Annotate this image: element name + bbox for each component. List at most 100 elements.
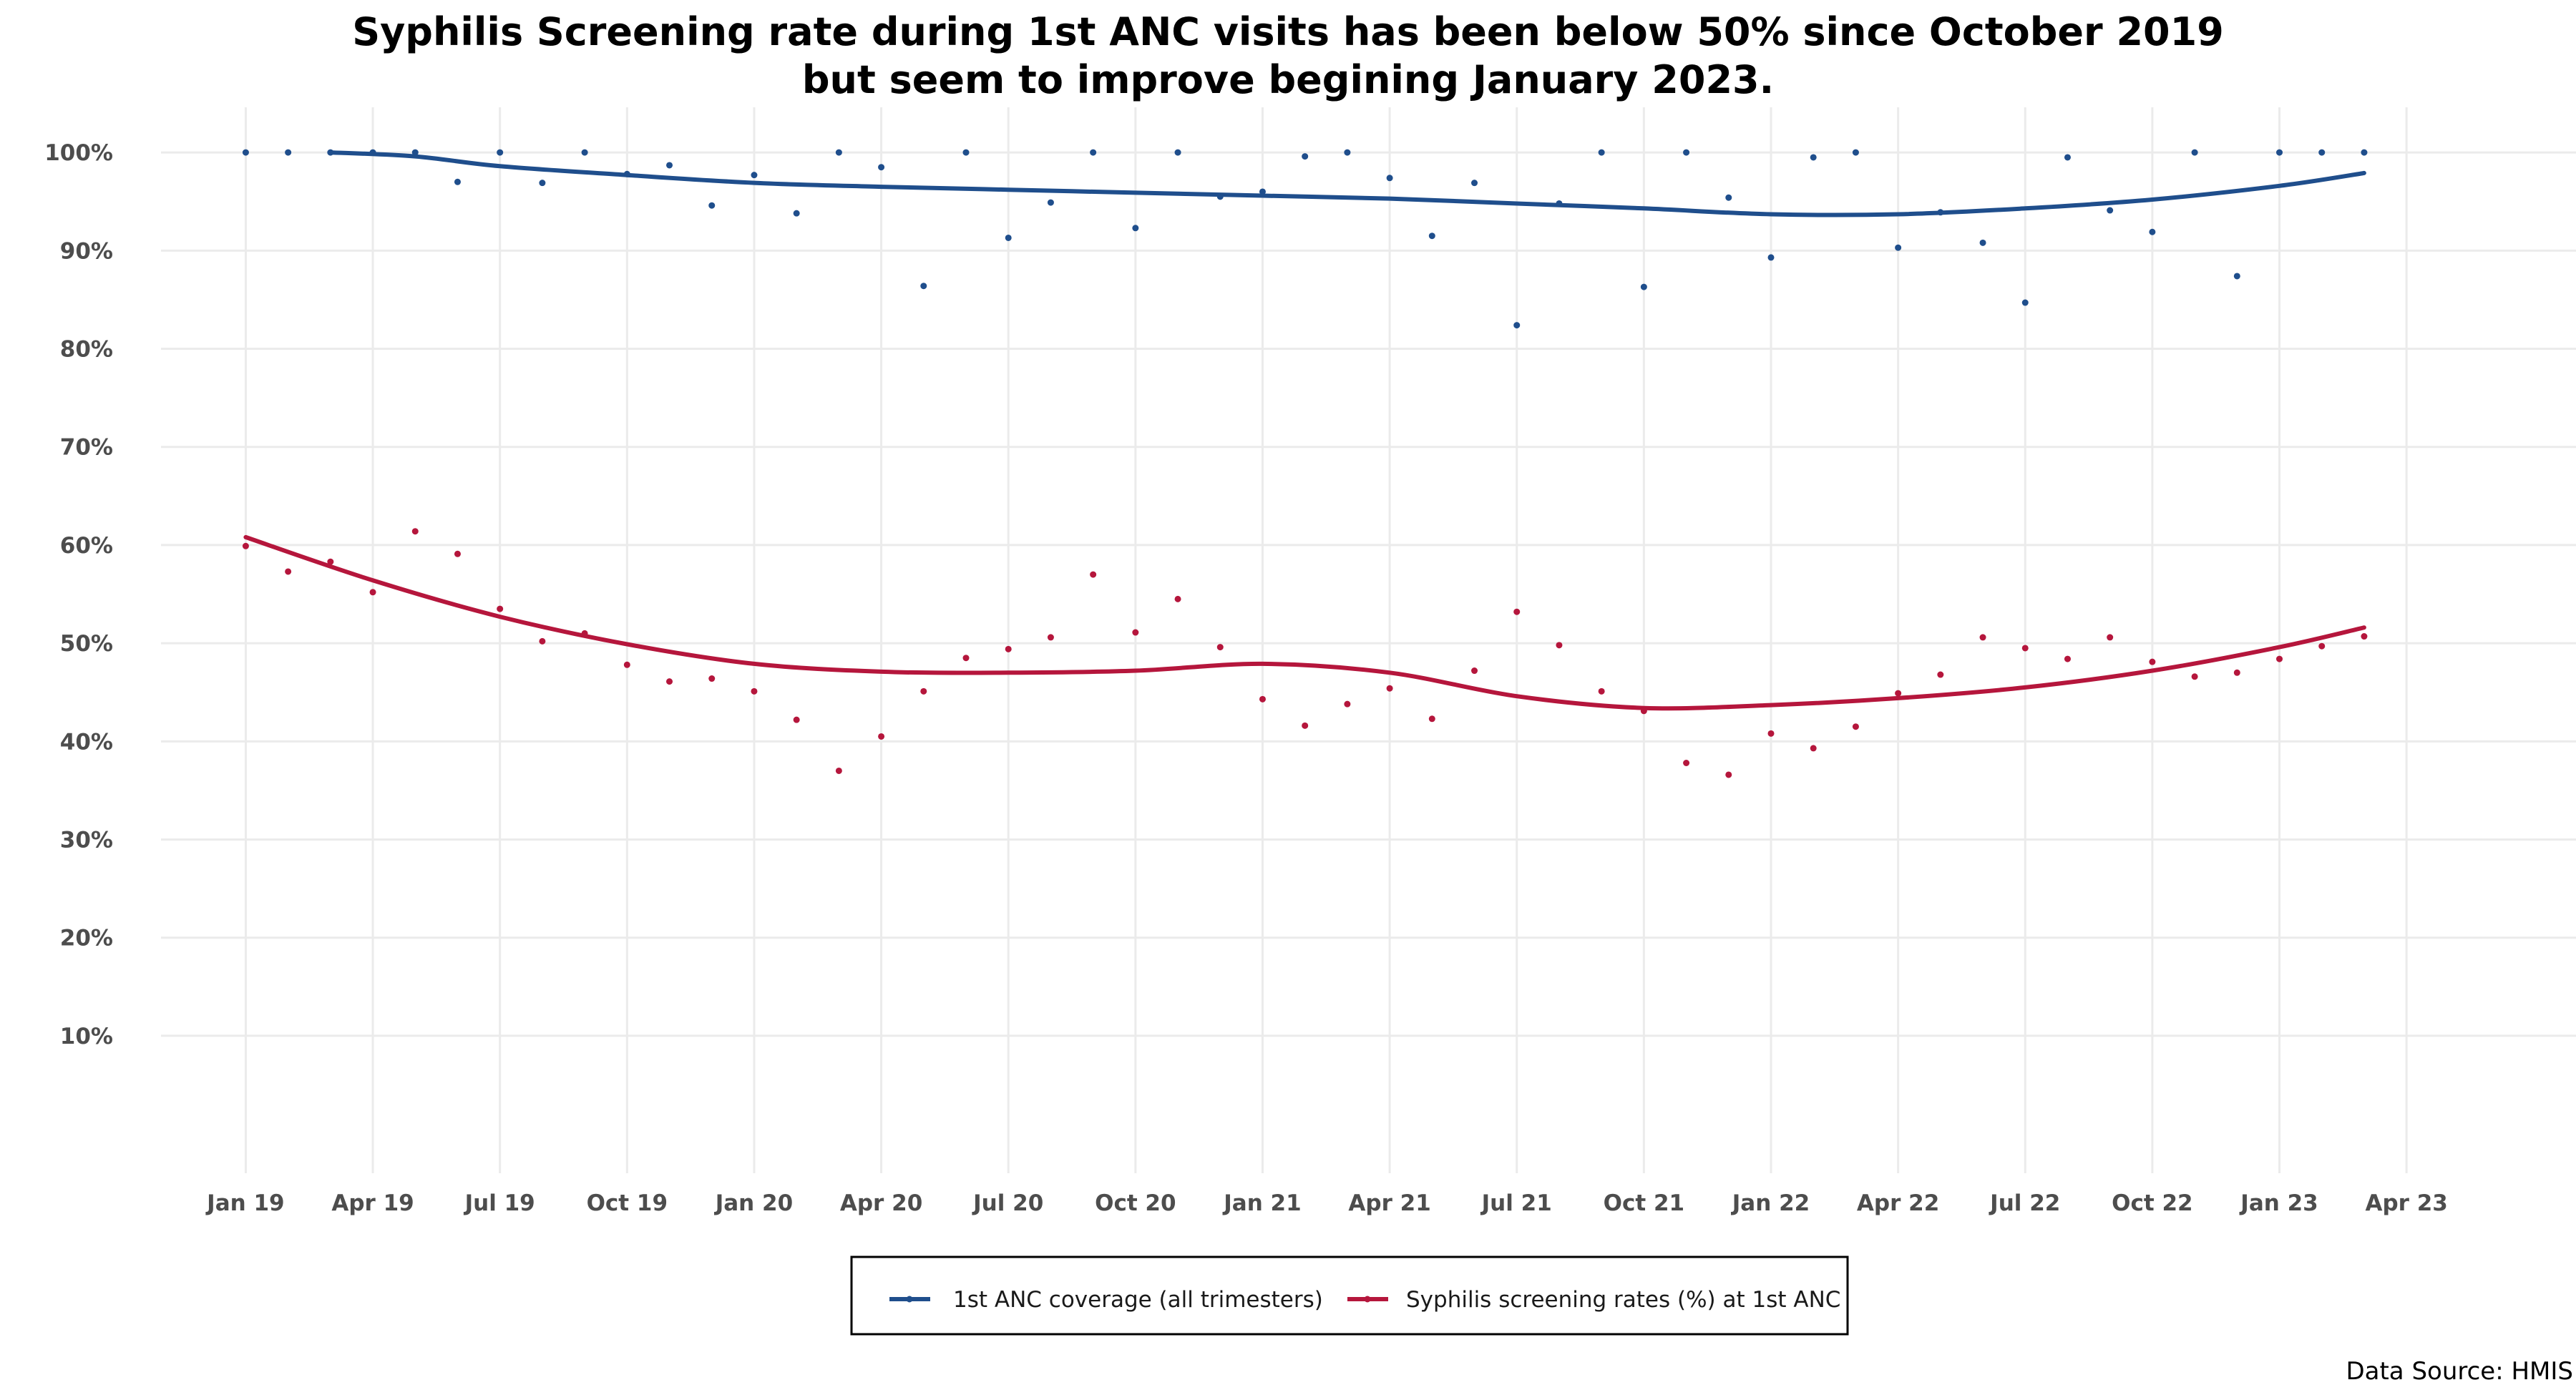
y-tick-label: 20% — [60, 926, 113, 951]
data-point-anc-coverage — [878, 164, 885, 171]
data-point-syphilis-screening — [1471, 667, 1478, 675]
data-point-syphilis-screening — [1979, 634, 1986, 641]
data-point-anc-coverage — [454, 178, 461, 185]
series-anc-coverage — [242, 149, 2368, 329]
data-point-syphilis-screening — [242, 542, 249, 549]
data-point-anc-coverage — [369, 149, 376, 156]
trend-line-syphilis-screening — [243, 534, 2366, 711]
data-point-syphilis-screening — [793, 716, 800, 723]
data-point-syphilis-screening — [1767, 730, 1775, 737]
x-tick-label: Jan 21 — [1222, 1190, 1301, 1216]
x-tick-label: Jan 23 — [2239, 1190, 2318, 1216]
gridlines — [161, 107, 2576, 1173]
data-point-anc-coverage — [1937, 209, 1944, 216]
legend: 1st ANC coverage (all trimesters) Syphil… — [850, 1256, 1849, 1336]
data-point-anc-coverage — [1302, 153, 1309, 160]
data-point-anc-coverage — [1344, 149, 1351, 156]
data-point-anc-coverage — [242, 149, 249, 156]
legend-label-syphilis-screening: Syphilis screening rates (%) at 1st ANC — [1406, 1287, 1840, 1313]
data-point-syphilis-screening — [920, 687, 927, 695]
data-point-anc-coverage — [285, 149, 292, 156]
data-point-anc-coverage — [1259, 188, 1266, 195]
data-point-anc-coverage — [2233, 273, 2240, 280]
data-point-anc-coverage — [1047, 199, 1054, 206]
data-point-syphilis-screening — [666, 678, 673, 685]
data-point-anc-coverage — [623, 170, 630, 177]
data-point-anc-coverage — [1767, 254, 1775, 261]
data-point-syphilis-screening — [369, 589, 376, 596]
data-point-syphilis-screening — [1513, 608, 1521, 615]
data-point-syphilis-screening — [2318, 642, 2326, 650]
data-point-syphilis-screening — [497, 605, 504, 612]
data-point-syphilis-screening — [1259, 695, 1266, 703]
x-tick-label: Jan 19 — [205, 1190, 284, 1216]
data-point-syphilis-screening — [1047, 634, 1054, 641]
data-point-anc-coverage — [1725, 194, 1732, 201]
x-tick-label: Oct 19 — [587, 1190, 668, 1216]
y-tick-label: 30% — [60, 828, 113, 853]
chart-title: Syphilis Screening rate during 1st ANC v… — [352, 9, 2224, 102]
x-tick-label: Jan 20 — [714, 1190, 793, 1216]
legend-label-anc-coverage: 1st ANC coverage (all trimesters) — [953, 1287, 1323, 1313]
y-tick-label: 10% — [60, 1024, 113, 1049]
legend-item-anc-coverage: 1st ANC coverage (all trimesters) — [889, 1287, 1323, 1313]
data-point-syphilis-screening — [1598, 687, 1605, 695]
data-point-syphilis-screening — [751, 687, 758, 695]
x-tick-label: Jan 22 — [1731, 1190, 1810, 1216]
plot-series — [242, 149, 2368, 778]
legend-key-dot-syphilis-screening — [1364, 1296, 1371, 1303]
data-point-syphilis-screening — [1428, 715, 1435, 723]
data-point-syphilis-screening — [962, 655, 970, 662]
data-point-anc-coverage — [920, 283, 927, 290]
data-point-anc-coverage — [1090, 149, 1097, 156]
data-point-syphilis-screening — [623, 661, 630, 668]
data-point-anc-coverage — [1174, 149, 1181, 156]
data-point-anc-coverage — [327, 149, 334, 156]
data-point-syphilis-screening — [1895, 690, 1902, 697]
data-point-anc-coverage — [793, 210, 800, 217]
x-tick-label: Apr 22 — [1857, 1190, 1939, 1216]
data-point-anc-coverage — [1513, 322, 1521, 329]
x-tick-label: Oct 22 — [2112, 1190, 2192, 1216]
x-tick-label: Jul 20 — [972, 1190, 1043, 1216]
data-point-syphilis-screening — [1344, 700, 1351, 708]
x-tick-label: Apr 19 — [331, 1190, 414, 1216]
data-point-syphilis-screening — [1090, 571, 1097, 578]
data-point-syphilis-screening — [1216, 644, 1224, 651]
data-point-anc-coverage — [2107, 207, 2114, 214]
data-point-anc-coverage — [2318, 149, 2326, 156]
data-point-syphilis-screening — [1937, 671, 1944, 678]
y-tick-label: 70% — [60, 435, 113, 461]
data-point-syphilis-screening — [1005, 645, 1012, 652]
data-point-anc-coverage — [962, 149, 970, 156]
data-point-anc-coverage — [2276, 149, 2283, 156]
trend-line-anc-coverage — [328, 150, 2366, 217]
data-point-syphilis-screening — [1386, 685, 1393, 692]
y-tick-label: 40% — [60, 729, 113, 755]
data-point-syphilis-screening — [708, 675, 716, 682]
data-point-syphilis-screening — [1556, 642, 1563, 649]
data-point-anc-coverage — [539, 180, 546, 187]
data-point-syphilis-screening — [2149, 658, 2156, 665]
y-tick-label: 60% — [60, 533, 113, 559]
x-tick-label: Apr 21 — [1348, 1190, 1430, 1216]
data-point-syphilis-screening — [2021, 645, 2029, 652]
data-point-anc-coverage — [666, 162, 673, 169]
data-point-anc-coverage — [1683, 149, 1690, 156]
data-point-anc-coverage — [1471, 180, 1478, 187]
data-point-anc-coverage — [1810, 154, 1817, 161]
data-point-anc-coverage — [1852, 149, 1859, 156]
data-point-syphilis-screening — [2276, 655, 2283, 662]
data-point-anc-coverage — [835, 149, 842, 156]
chart-title-line-1: Syphilis Screening rate during 1st ANC v… — [352, 9, 2224, 54]
x-tick-label: Oct 21 — [1604, 1190, 1684, 1216]
data-point-anc-coverage — [581, 149, 588, 156]
legend-item-syphilis-screening: Syphilis screening rates (%) at 1st ANC — [1347, 1287, 1840, 1313]
data-point-anc-coverage — [1556, 200, 1563, 207]
y-tick-label: 50% — [60, 631, 113, 657]
data-point-anc-coverage — [1428, 232, 1435, 240]
x-tick-label: Apr 20 — [840, 1190, 922, 1216]
data-point-syphilis-screening — [2191, 673, 2198, 680]
data-point-anc-coverage — [2149, 228, 2156, 235]
